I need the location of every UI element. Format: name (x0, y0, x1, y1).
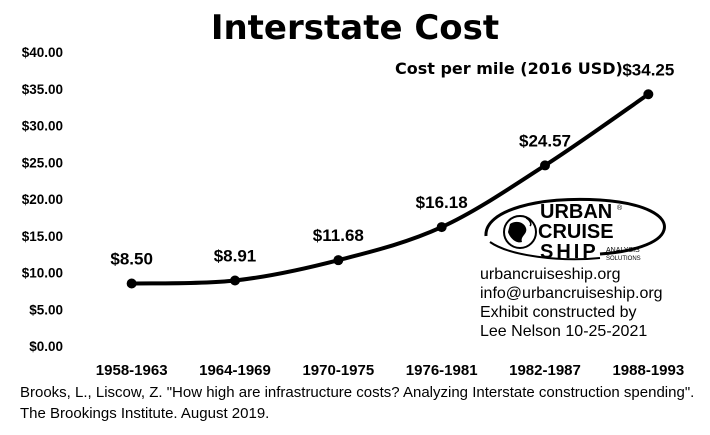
logo-text-2: CRUISE (538, 221, 614, 243)
data-point (436, 222, 447, 233)
data-label: $16.18 (416, 193, 468, 212)
logo-text-3: SHIP (540, 241, 599, 263)
logo-sub-1: ANALYSIS (606, 247, 640, 254)
contact-block: urbancruiseship.org info@urbancruiseship… (480, 265, 663, 341)
y-tick-label: $5.00 (29, 302, 63, 317)
source-citation: Brooks, L., Liscow, Z. "How high are inf… (20, 384, 695, 422)
email-text: info@urbancruiseship.org (480, 285, 663, 302)
x-tick-label: 1964-1969 (199, 362, 271, 379)
data-point (126, 278, 137, 289)
x-tick-label: 1982-1987 (509, 362, 581, 379)
y-tick-label: $35.00 (22, 82, 63, 97)
data-label: $8.91 (214, 247, 257, 266)
credit-line-1: Exhibit constructed by (480, 304, 637, 321)
logo-sub-2: SOLUTIONS (606, 256, 641, 262)
y-tick-label: $0.00 (29, 339, 63, 354)
data-point (333, 255, 344, 266)
data-label: $34.25 (622, 60, 674, 79)
x-tick-label: 1970-1975 (302, 362, 374, 379)
data-label: $8.50 (110, 250, 153, 269)
website-text: urbancruiseship.org (480, 266, 621, 283)
logo-text-1: URBAN (540, 201, 612, 223)
x-tick-label: 1976-1981 (406, 362, 478, 379)
y-tick-label: $20.00 (22, 192, 63, 207)
y-tick-label: $15.00 (22, 229, 63, 244)
y-tick-label: $10.00 (22, 266, 63, 281)
logo-mark: ® (617, 204, 623, 212)
y-tick-label: $25.00 (22, 155, 63, 170)
urban-cruise-ship-logo: URBAN ® CRUISE SHIP ANALYSIS SOLUTIONS (484, 197, 666, 263)
series-line (131, 92, 650, 286)
data-point (643, 89, 654, 100)
data-label: $11.68 (313, 226, 364, 245)
data-point (230, 275, 240, 286)
unit-label: Cost per mile (2016 USD) (395, 59, 623, 78)
chart-title: Interstate Cost (210, 8, 500, 48)
x-tick-label: 1988-1993 (612, 362, 684, 379)
y-tick-label: $40.00 (22, 45, 63, 60)
data-point (540, 160, 550, 171)
y-tick-label: $30.00 (22, 119, 63, 134)
data-label: $24.57 (519, 131, 571, 150)
credit-line-2: Lee Nelson 10-25-2021 (480, 323, 648, 340)
x-tick-label: 1958-1963 (96, 362, 168, 379)
